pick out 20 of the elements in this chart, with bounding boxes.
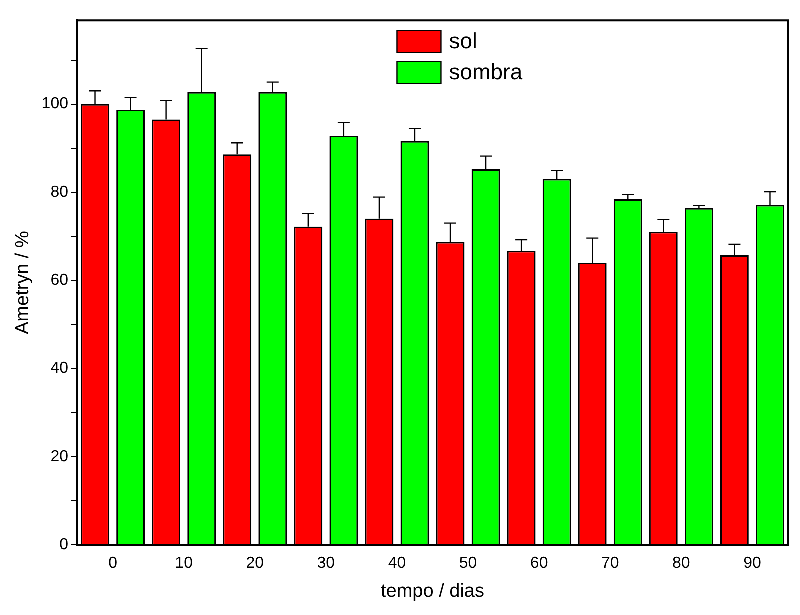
y-tick-label: 0 bbox=[60, 536, 69, 554]
y-tick-label: 80 bbox=[50, 184, 69, 201]
x-tick-label: 70 bbox=[601, 555, 620, 572]
x-tick-label: 60 bbox=[530, 555, 548, 572]
y-tick-label: 40 bbox=[50, 360, 69, 378]
x-tick-label: 10 bbox=[175, 555, 194, 572]
y-axis-title: Ametryn / % bbox=[12, 230, 34, 335]
y-tick-label: 20 bbox=[50, 448, 69, 466]
x-tick-label: 90 bbox=[744, 555, 762, 572]
legend-label: sombra bbox=[449, 60, 524, 85]
legend-label: sol bbox=[449, 28, 478, 54]
x-tick-label: 30 bbox=[317, 555, 336, 572]
y-tick-label: 100 bbox=[42, 96, 69, 113]
x-axis-title: tempo / dias bbox=[381, 580, 484, 602]
x-tick-label: 50 bbox=[459, 555, 478, 572]
x-tick-label: 40 bbox=[388, 555, 406, 572]
x-tick-label: 0 bbox=[108, 555, 118, 572]
x-tick-label: 80 bbox=[672, 555, 690, 572]
x-tick-label: 20 bbox=[246, 555, 264, 572]
y-tick-label: 60 bbox=[50, 272, 69, 290]
